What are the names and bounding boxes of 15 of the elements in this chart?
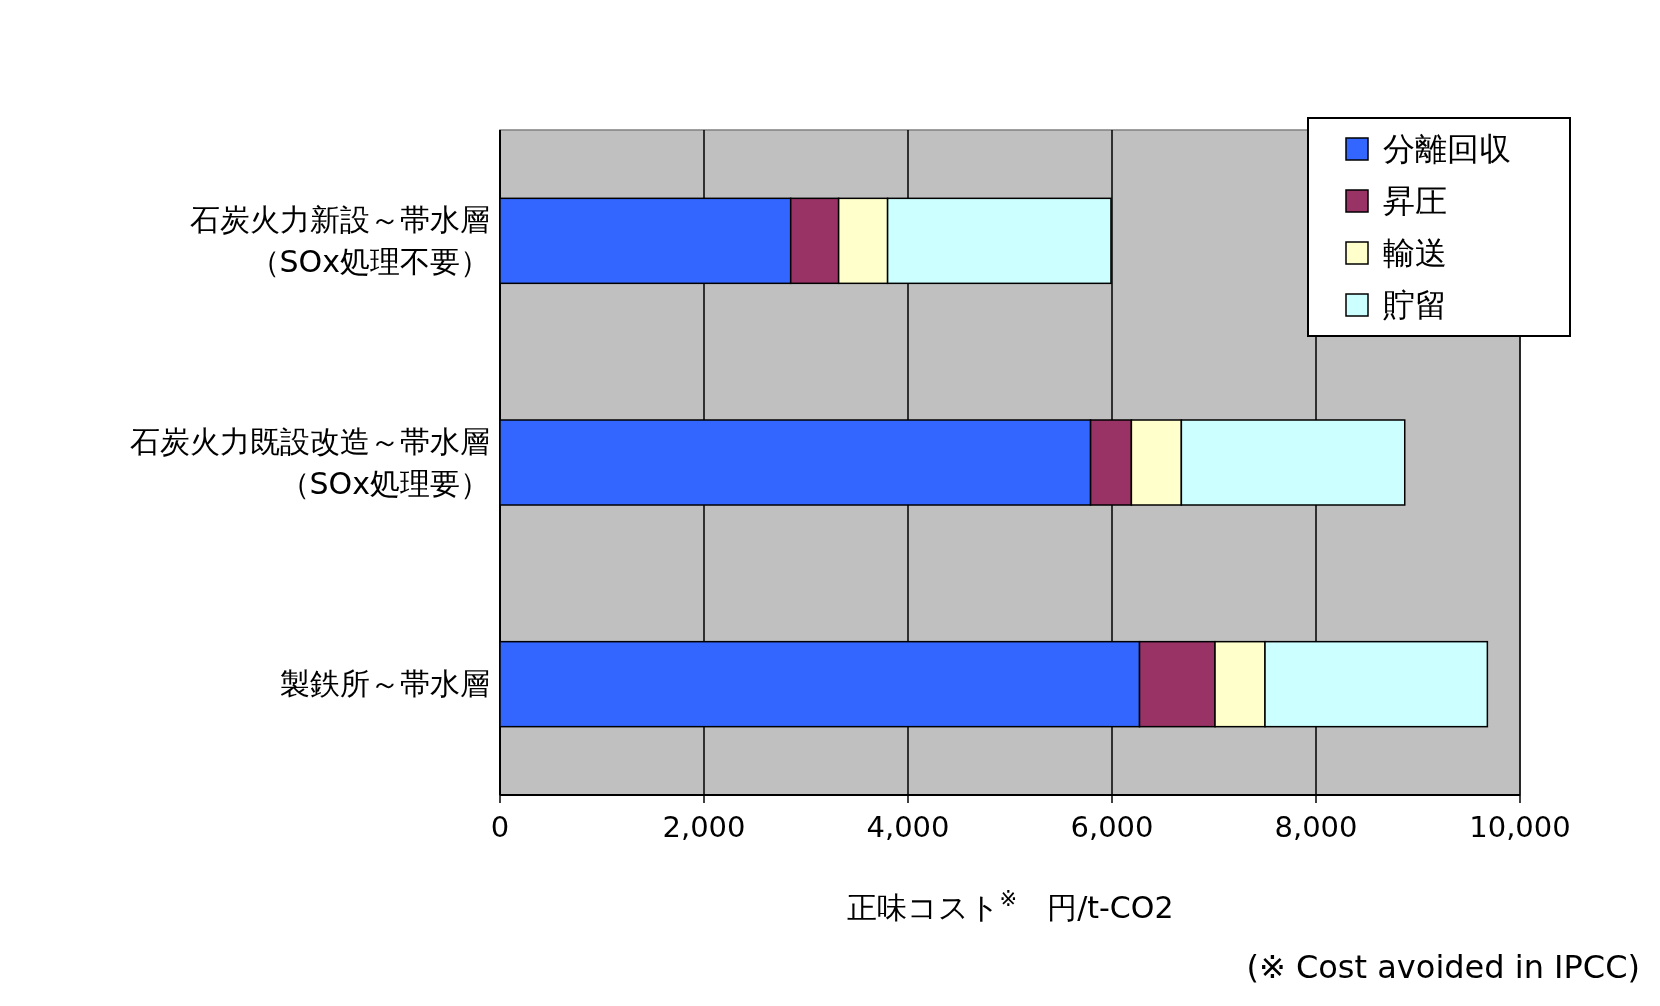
x-tick-label: 0	[490, 810, 510, 844]
text: 正味コスト$^{※}$ 円/t-CO2	[846, 887, 1174, 925]
x-tick-label: 2,000	[662, 810, 746, 844]
x-tick-label: 6,000	[1070, 810, 1154, 844]
x-tick-label: 10,000	[1469, 810, 1571, 844]
x-tick-label: 4,000	[866, 810, 950, 844]
y-tick-label: 製鉄所～帯水層	[280, 666, 490, 702]
legend-label: 分離回収	[1383, 130, 1511, 168]
text: (※ Cost avoided in IPCC)	[1246, 948, 1640, 986]
x-tick-label: 8,000	[1274, 810, 1358, 844]
y-tick-label: 石炭火力既設改造～帯水層（SOx処理要）	[130, 423, 490, 501]
legend-label: 輸送	[1383, 234, 1447, 272]
y-tick-label: 石炭火力新設～帯水層（SOx処理不要）	[190, 201, 490, 279]
legend-label: 昇圧	[1383, 182, 1447, 220]
legend-label: 貯留	[1383, 286, 1447, 324]
